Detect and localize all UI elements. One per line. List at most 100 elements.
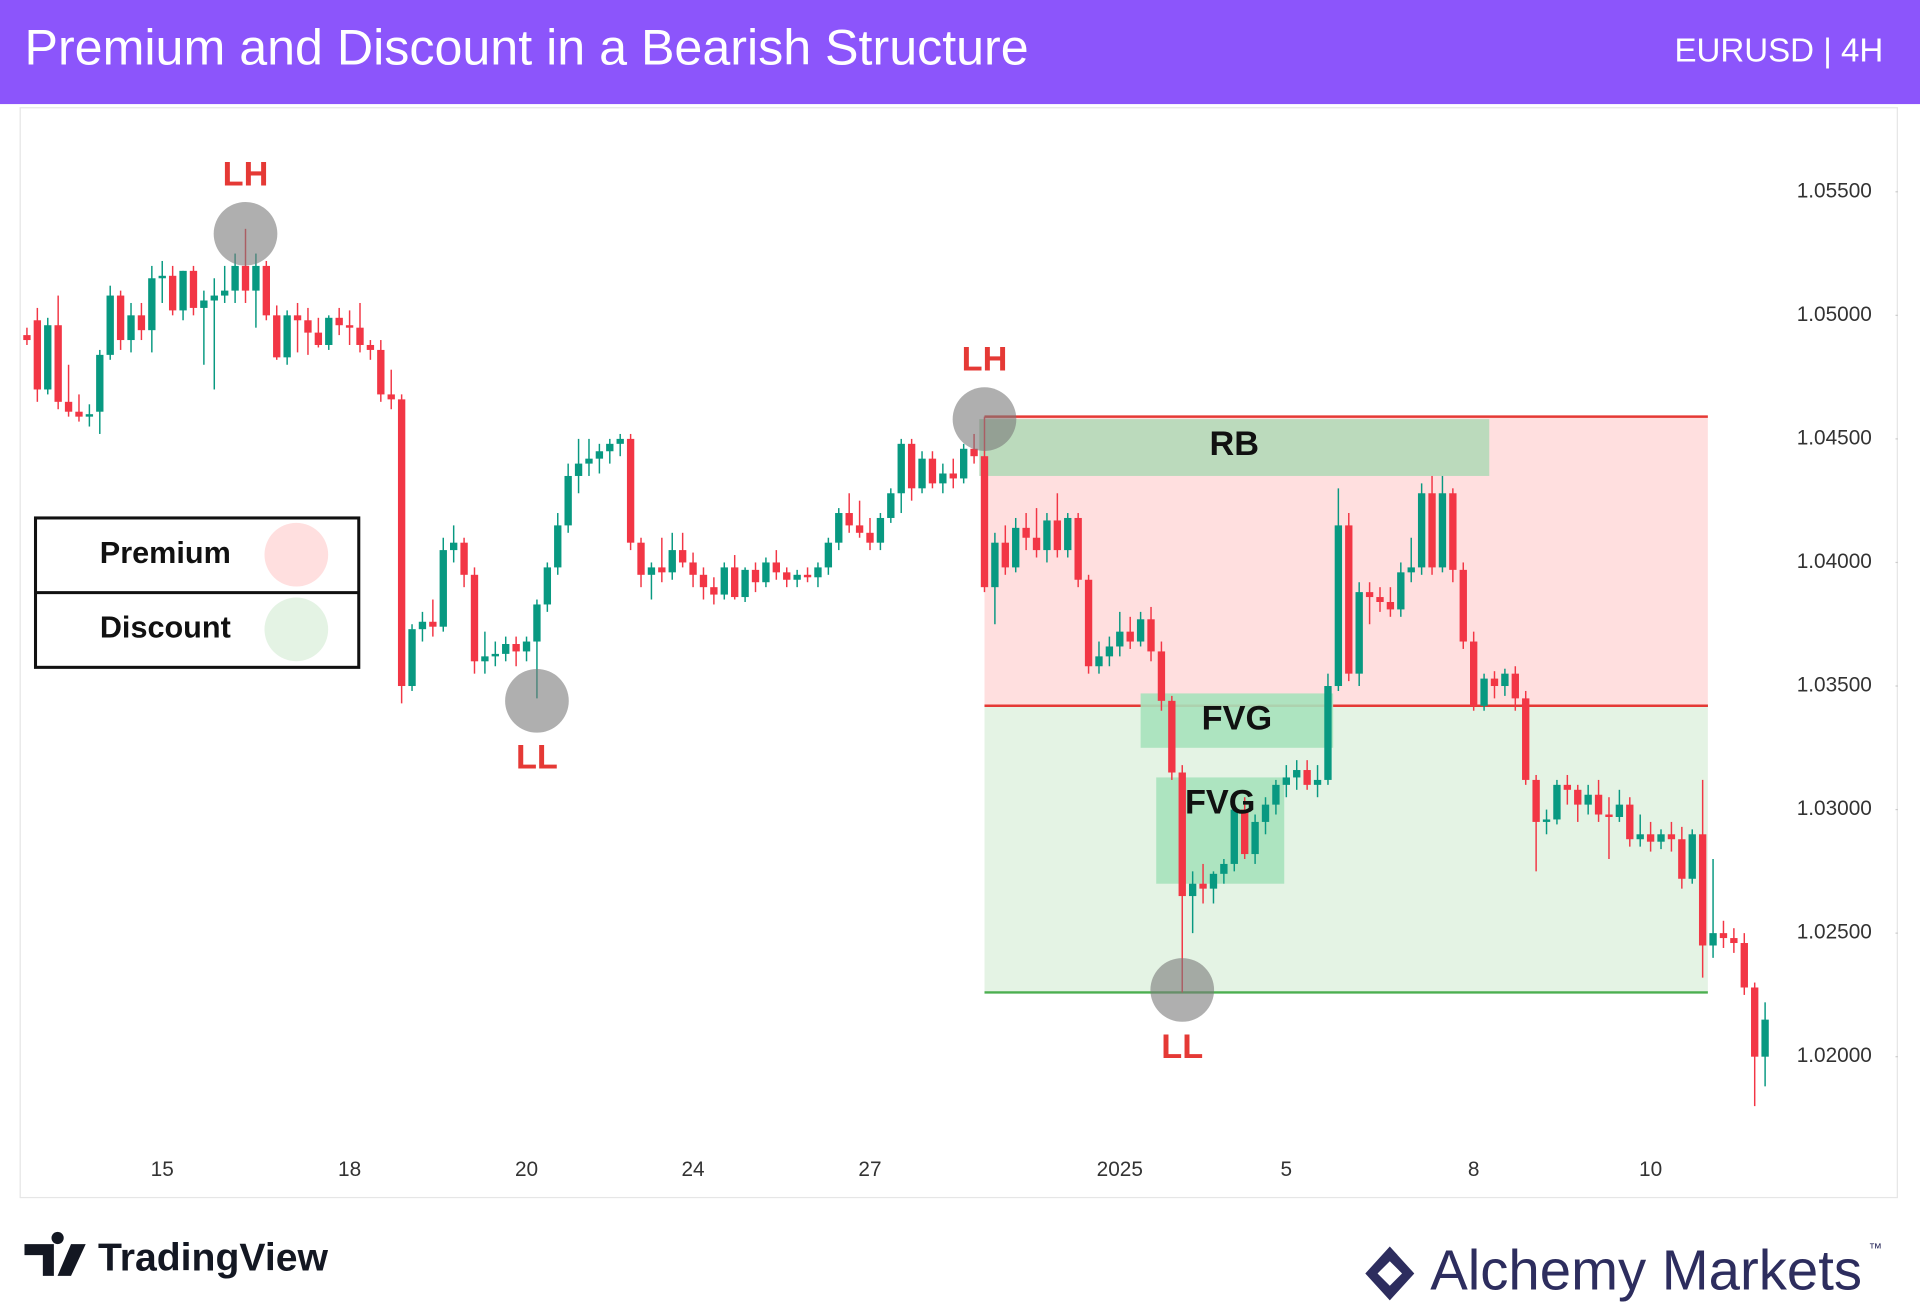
candle-body	[1365, 592, 1374, 598]
candle-body	[1386, 601, 1395, 610]
header-bar	[0, 0, 1920, 105]
candle-body	[991, 542, 999, 588]
candle-body	[1657, 834, 1665, 842]
candle-body	[96, 354, 104, 412]
candle-body	[1303, 770, 1311, 785]
candle-body	[699, 574, 708, 588]
candle-body	[200, 300, 208, 308]
swing-label: LL	[1161, 1028, 1203, 1066]
candle-body	[1032, 537, 1041, 551]
candle-body	[689, 562, 697, 575]
candle-body	[116, 295, 125, 341]
plot-frame	[19, 107, 1898, 1199]
candle-body	[595, 451, 604, 459]
candle-body	[1105, 646, 1114, 657]
candle-body	[1001, 542, 1009, 568]
candle-body	[1688, 834, 1696, 879]
candle-body	[23, 335, 31, 341]
candle-body	[783, 572, 791, 580]
candle-body	[1064, 517, 1072, 551]
candle-body	[1324, 686, 1332, 780]
legend-label: Discount	[100, 610, 231, 644]
candle-body	[606, 443, 614, 452]
y-tick-label: 1.04000	[1797, 550, 1872, 573]
x-tick-label: 27	[858, 1158, 881, 1181]
candle-body	[491, 653, 499, 657]
swing-marker	[213, 201, 278, 266]
candle-body	[762, 562, 770, 583]
candle-body	[221, 290, 229, 296]
candle-body	[1074, 517, 1082, 580]
candle-body	[918, 458, 926, 489]
candle-body	[304, 320, 312, 333]
candle-body	[106, 295, 114, 355]
legend-items: Premium Discount	[100, 522, 329, 662]
candle-body	[626, 438, 635, 543]
alchemy-icon	[1365, 1246, 1415, 1301]
candle-body	[1646, 834, 1655, 842]
candle-body	[1313, 779, 1322, 785]
candle-body	[241, 265, 250, 291]
candle-body	[658, 567, 666, 573]
candle-body	[731, 567, 739, 598]
candle-body	[377, 349, 385, 395]
candle-body	[408, 629, 416, 687]
candle-body	[1199, 883, 1207, 889]
candle-body	[439, 550, 447, 627]
candle-body	[387, 394, 395, 400]
candle-body	[1490, 678, 1499, 687]
candle-body	[616, 438, 624, 444]
chart-subtitle: EURUSD | 4H	[1675, 32, 1884, 69]
candle-body	[907, 443, 916, 489]
candle-body	[1594, 794, 1603, 815]
legend-swatch	[264, 597, 329, 662]
candle-body	[273, 315, 281, 358]
candle-body	[397, 399, 406, 687]
candle-body	[1438, 493, 1447, 568]
plot: 1.05500 1.05000 1.04500 1.04000 1.03500 1.030…	[23, 155, 1898, 1181]
footer-right: Alchemy Markets	[1430, 1239, 1862, 1302]
candle-body	[845, 513, 853, 526]
legend: Premium Discount	[33, 516, 361, 669]
candle-body	[1626, 804, 1634, 840]
candle-body	[1147, 619, 1155, 652]
y-tick-label: 1.05000	[1797, 303, 1872, 326]
candle-body	[1719, 933, 1728, 939]
candle-body	[1615, 804, 1624, 817]
candle-body	[450, 542, 458, 551]
candle-body	[1709, 933, 1717, 946]
candle-body	[1761, 1019, 1769, 1057]
swing-marker	[952, 387, 1017, 451]
candle-body	[64, 401, 73, 412]
candle-body	[1480, 678, 1488, 706]
candle-body	[1293, 770, 1301, 778]
candle-body	[1251, 821, 1259, 855]
candle-body	[1220, 863, 1228, 874]
candle-body	[1376, 597, 1384, 602]
box-label: FVG	[1202, 699, 1272, 737]
candle-body	[1553, 784, 1561, 820]
candle-body	[1116, 631, 1124, 647]
candle-body	[876, 517, 885, 543]
candle-body	[481, 656, 489, 662]
candle-body	[1397, 572, 1405, 610]
candle-body	[1417, 493, 1426, 568]
candle-body	[793, 574, 801, 580]
candle-body	[356, 327, 364, 345]
swing-label: LH	[962, 341, 1008, 379]
candle-body	[1043, 520, 1051, 551]
candle-body	[970, 448, 978, 457]
candle-body	[1230, 809, 1238, 864]
candle-body	[345, 325, 354, 328]
candle-body	[1751, 987, 1759, 1057]
candle-body	[1459, 569, 1467, 642]
y-tick-label: 1.03000	[1797, 797, 1872, 820]
candle-body	[1209, 873, 1218, 889]
x-tick-label: 2025	[1097, 1158, 1143, 1181]
y-tick-label: 1.04500	[1797, 426, 1872, 449]
candle-body	[522, 641, 531, 652]
candle-body	[127, 315, 135, 341]
x-tick-label: 18	[338, 1158, 361, 1181]
candle-body	[1241, 809, 1249, 855]
